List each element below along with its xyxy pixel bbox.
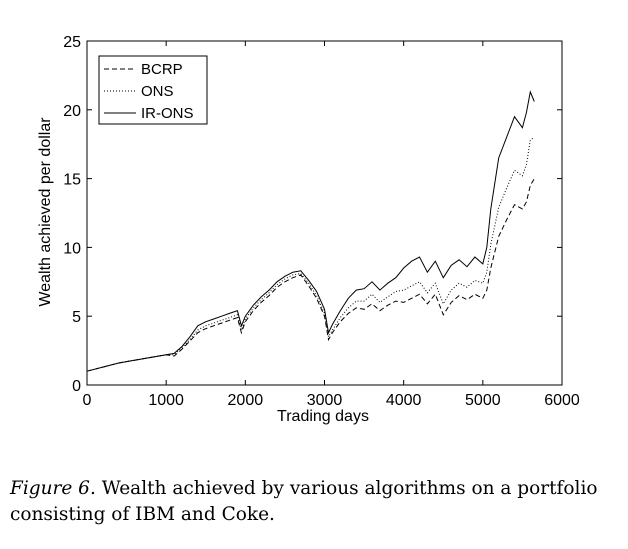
y-tick-label: 25 <box>63 34 81 51</box>
x-tick-label: 3000 <box>307 392 343 409</box>
series-line-ons <box>86 136 535 372</box>
legend-label-ir-ons: IR-ONS <box>141 105 194 122</box>
series-line-ir-ons <box>86 90 535 372</box>
x-tick-label: 4000 <box>386 392 422 409</box>
y-tick-label: 0 <box>72 378 81 395</box>
wealth-chart: 0 1000 2000 3000 4000 5000 6000 0 5 10 15 20 25 Tra… <box>37 34 580 425</box>
x-tick-label: 2000 <box>228 392 264 409</box>
legend: BCRP ONS IR-ONS <box>98 55 208 125</box>
legend-label-ons: ONS <box>141 83 174 100</box>
x-axis-label: Trading days <box>277 408 369 425</box>
legend-label-bcrp: BCRP <box>141 61 183 78</box>
y-tick-label: 5 <box>72 309 81 326</box>
x-tick-label: 6000 <box>544 392 580 409</box>
axis-ticks <box>86 40 563 386</box>
caption-text: Wealth achieved by various algorithms on… <box>10 478 598 525</box>
x-tick-label: 5000 <box>465 392 501 409</box>
caption-label: Figure 6. <box>10 478 96 499</box>
series-line-bcrp <box>86 178 535 372</box>
y-tick-label: 10 <box>63 240 81 257</box>
y-tick-label: 20 <box>63 103 81 120</box>
y-tick-labels: 0 5 10 15 20 25 <box>63 34 81 395</box>
x-tick-labels: 0 1000 2000 3000 4000 5000 6000 <box>83 392 580 409</box>
x-tick-label: 1000 <box>148 392 184 409</box>
y-tick-label: 15 <box>63 172 81 189</box>
y-axis-label: Wealth achieved per dollar <box>37 117 54 307</box>
figure-caption: Figure 6. Wealth achieved by various alg… <box>10 476 610 528</box>
x-tick-label: 0 <box>83 392 92 409</box>
series-layer <box>86 90 535 372</box>
